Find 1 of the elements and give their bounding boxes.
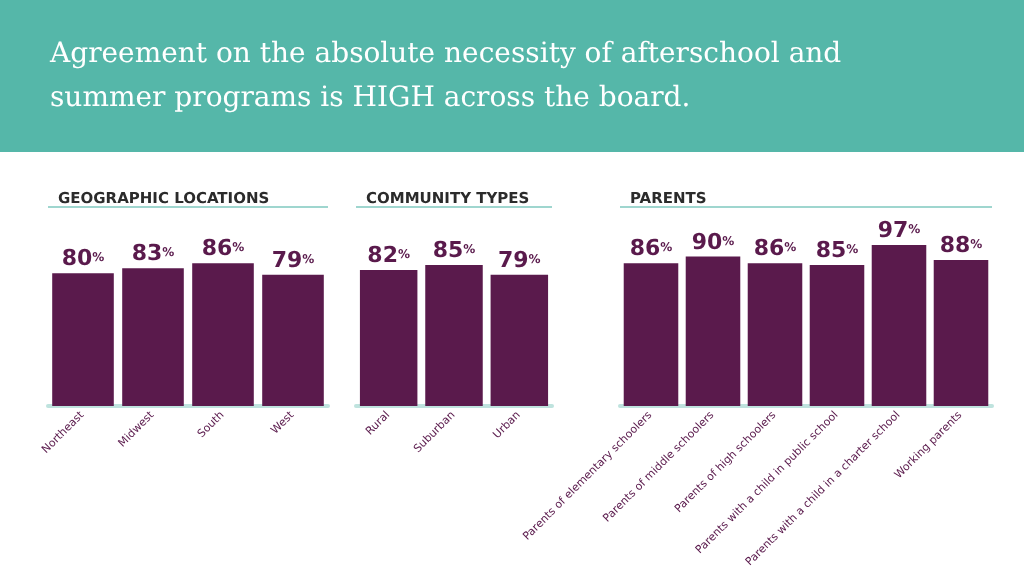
text: Agreement on the absolute necessity of afterschool and summer programs is HIGH across the board. — [50, 36, 844, 118]
